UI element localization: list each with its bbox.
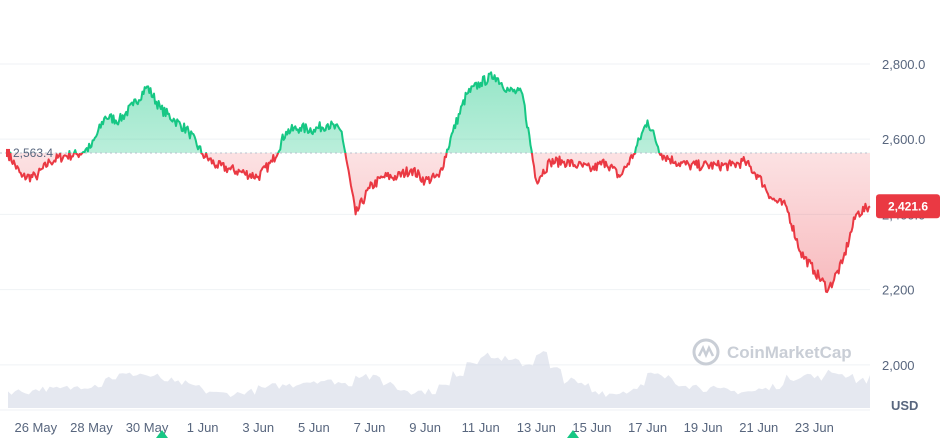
x-tick-label: 7 Jun	[354, 420, 386, 435]
x-tick-label: 13 Jun	[517, 420, 556, 435]
x-axis: 26 May 28 May 30 May 1 Jun 3 Jun 5 Jun 7 Jun 9 …	[14, 420, 833, 435]
price-lines	[7, 71, 871, 294]
price-line-down	[7, 152, 871, 294]
x-tick-label: 26 May	[14, 420, 57, 435]
fill-above-reference	[8, 72, 870, 153]
y-tick-label: 2,800.0	[882, 57, 925, 72]
watermark-text: CoinMarketCap	[727, 343, 852, 362]
coinmarketcap-logo-mark	[697, 345, 715, 359]
x-tick-label: 17 Jun	[628, 420, 667, 435]
current-price-label: 2,421.6	[888, 199, 928, 213]
current-price-box	[876, 194, 940, 219]
x-tick-label: 11 Jun	[462, 420, 500, 435]
reference-price-label: 2,563.4	[13, 146, 53, 160]
volume-area-shape	[8, 351, 870, 408]
price-fill-areas	[8, 72, 870, 293]
y-tick-label: 2,000	[882, 358, 915, 373]
x-tick-label: 23 Jun	[795, 420, 834, 435]
x-tick-label: 9 Jun	[409, 420, 441, 435]
x-tick-label: 1 Jun	[187, 420, 219, 435]
reference-tag-mark	[6, 148, 10, 157]
y-tick-label: 2,600.0	[882, 132, 925, 147]
current-price-badge: 2,421.6	[876, 194, 940, 219]
event-marker-up-icon[interactable]	[567, 430, 579, 438]
price-line-up	[8, 71, 661, 153]
event-marker-up-icon[interactable]	[156, 430, 168, 438]
coinmarketcap-logo-icon	[692, 338, 720, 366]
x-tick-label: 21 Jun	[739, 420, 778, 435]
event-markers	[156, 430, 579, 438]
y-tick-label: 2,200	[882, 283, 915, 298]
x-tick-label: 3 Jun	[242, 420, 274, 435]
x-tick-label: 5 Jun	[298, 420, 330, 435]
x-tick-label: 28 May	[70, 420, 113, 435]
currency-label: USD	[891, 398, 918, 413]
reference-price-marker: 2,563.4	[6, 146, 53, 160]
x-tick-label: 30 May	[126, 420, 169, 435]
volume-area	[8, 351, 870, 408]
fill-below-reference	[8, 152, 870, 293]
x-tick-label: 19 Jun	[684, 420, 723, 435]
coinmarketcap-watermark: CoinMarketCap	[692, 338, 852, 366]
x-tick-label: 15 Jun	[572, 420, 611, 435]
